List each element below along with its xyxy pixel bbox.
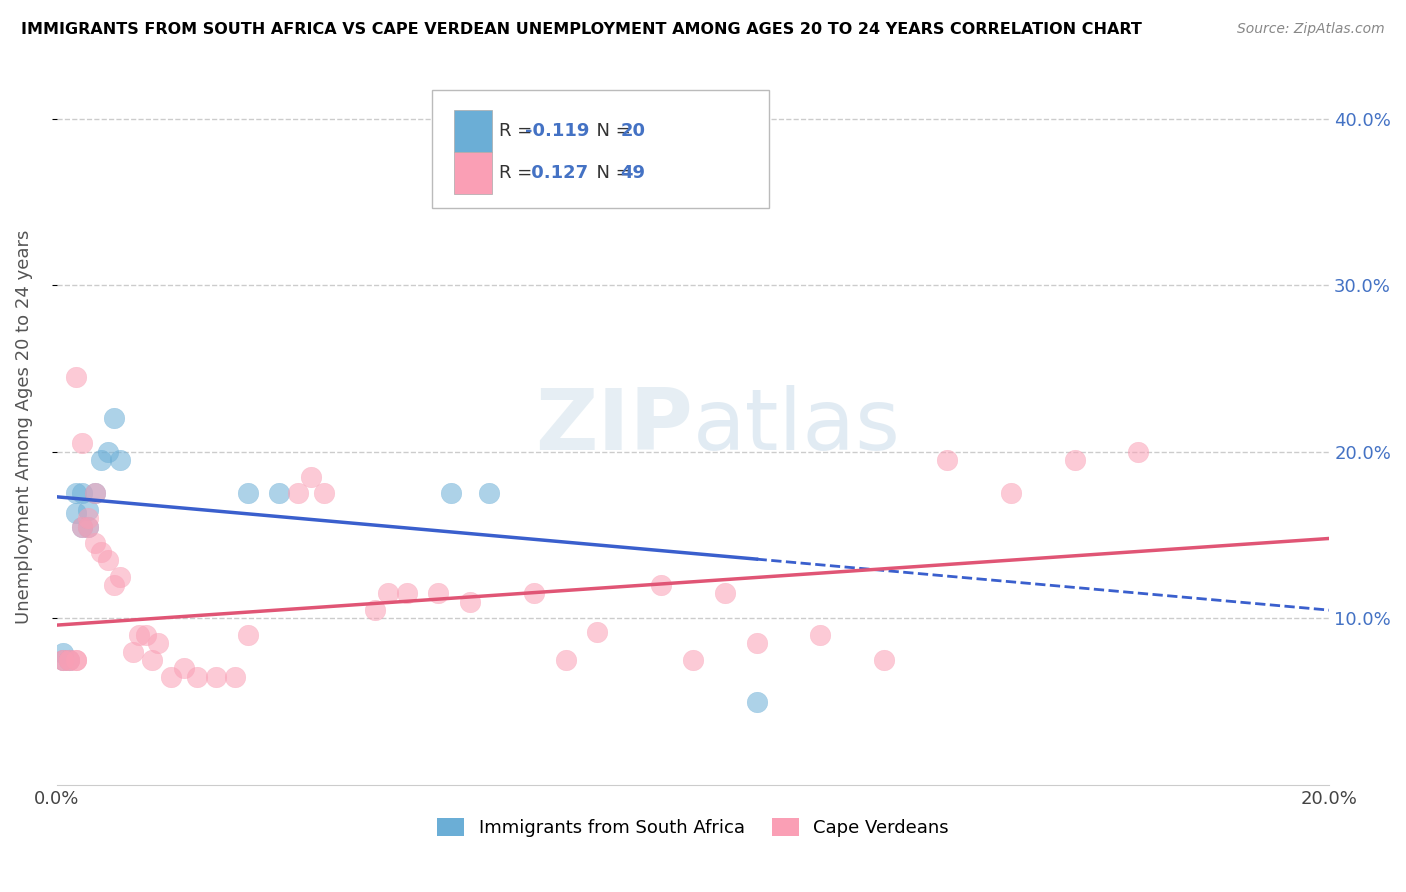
- Text: Source: ZipAtlas.com: Source: ZipAtlas.com: [1237, 22, 1385, 37]
- Point: [148, 636, 170, 650]
- Text: 0.127: 0.127: [524, 164, 588, 182]
- Point: [83, 486, 105, 500]
- Text: R =: R =: [499, 164, 538, 182]
- Point: [312, 486, 335, 500]
- Point: [808, 628, 831, 642]
- Point: [70, 486, 93, 500]
- Point: [90, 453, 112, 467]
- Point: [122, 645, 145, 659]
- Point: [110, 570, 132, 584]
- Point: [440, 486, 463, 500]
- Point: [1000, 486, 1022, 500]
- FancyBboxPatch shape: [454, 110, 492, 152]
- Text: N =: N =: [585, 122, 637, 140]
- Text: 20: 20: [620, 122, 645, 140]
- Point: [77, 511, 100, 525]
- Point: [96, 445, 118, 459]
- Point: [90, 545, 112, 559]
- Point: [458, 595, 481, 609]
- Point: [52, 653, 75, 667]
- Point: [70, 520, 93, 534]
- Point: [70, 436, 93, 450]
- Point: [103, 411, 125, 425]
- Point: [364, 603, 387, 617]
- Point: [77, 520, 100, 534]
- Point: [128, 628, 150, 642]
- Point: [58, 653, 80, 667]
- Point: [745, 695, 768, 709]
- Text: atlas: atlas: [693, 385, 901, 468]
- Point: [58, 653, 80, 667]
- Point: [682, 653, 704, 667]
- Point: [299, 470, 322, 484]
- FancyBboxPatch shape: [454, 153, 492, 194]
- Point: [287, 486, 309, 500]
- Point: [65, 486, 87, 500]
- Point: [236, 486, 259, 500]
- Point: [96, 553, 118, 567]
- FancyBboxPatch shape: [432, 90, 769, 208]
- Text: N =: N =: [585, 164, 637, 182]
- Point: [586, 624, 609, 639]
- Point: [110, 453, 132, 467]
- Point: [65, 507, 87, 521]
- Point: [745, 636, 768, 650]
- Point: [650, 578, 672, 592]
- Point: [1063, 453, 1085, 467]
- Point: [65, 653, 87, 667]
- Point: [395, 586, 418, 600]
- Point: [427, 586, 450, 600]
- Point: [65, 369, 87, 384]
- Point: [135, 628, 157, 642]
- Point: [52, 653, 75, 667]
- Point: [936, 453, 959, 467]
- Point: [224, 670, 246, 684]
- Text: -0.119: -0.119: [524, 122, 589, 140]
- Point: [103, 578, 125, 592]
- Point: [478, 486, 501, 500]
- Point: [554, 653, 576, 667]
- Point: [713, 586, 735, 600]
- Text: ZIP: ZIP: [536, 385, 693, 468]
- Point: [52, 647, 75, 661]
- Y-axis label: Unemployment Among Ages 20 to 24 years: Unemployment Among Ages 20 to 24 years: [15, 229, 32, 624]
- Point: [523, 586, 546, 600]
- Point: [77, 503, 100, 517]
- Point: [77, 520, 100, 534]
- Point: [204, 670, 226, 684]
- Point: [52, 653, 75, 667]
- Point: [141, 653, 163, 667]
- Point: [873, 653, 896, 667]
- Point: [377, 586, 399, 600]
- Text: IMMIGRANTS FROM SOUTH AFRICA VS CAPE VERDEAN UNEMPLOYMENT AMONG AGES 20 TO 24 YE: IMMIGRANTS FROM SOUTH AFRICA VS CAPE VER…: [21, 22, 1142, 37]
- Point: [65, 653, 87, 667]
- Point: [160, 670, 183, 684]
- Point: [173, 661, 195, 675]
- Point: [554, 186, 576, 201]
- Text: 49: 49: [620, 164, 645, 182]
- Point: [269, 486, 291, 500]
- Point: [58, 653, 80, 667]
- Point: [83, 486, 105, 500]
- Point: [236, 628, 259, 642]
- Point: [70, 520, 93, 534]
- Point: [83, 536, 105, 550]
- Legend: Immigrants from South Africa, Cape Verdeans: Immigrants from South Africa, Cape Verde…: [430, 810, 956, 844]
- Point: [186, 670, 208, 684]
- Point: [1128, 445, 1150, 459]
- Text: R =: R =: [499, 122, 538, 140]
